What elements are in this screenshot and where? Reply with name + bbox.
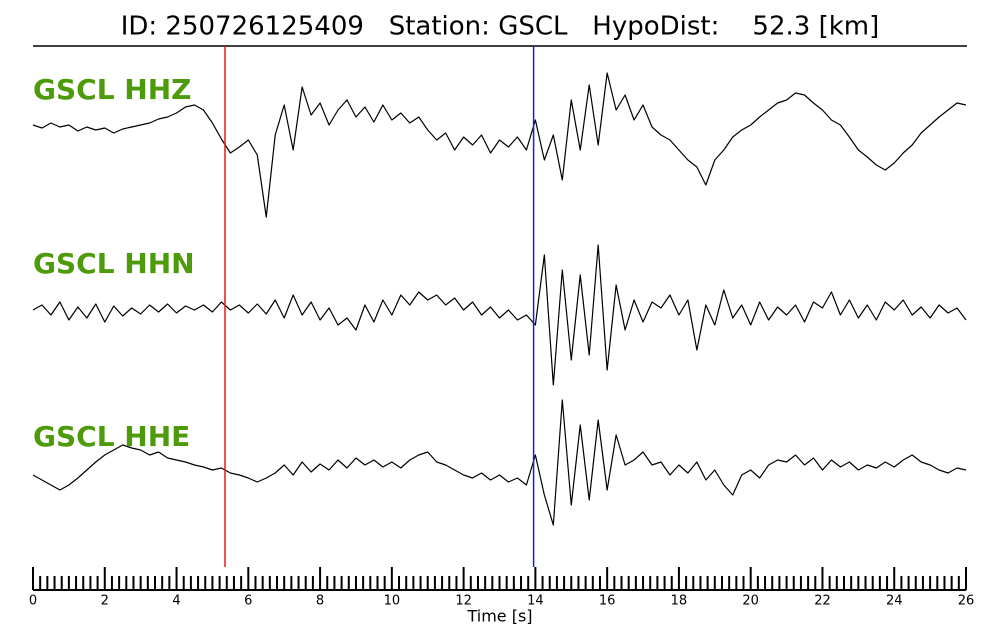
chart-title: ID: 250726125409 Station: GSCL HypoDist:… <box>121 12 880 42</box>
trace-label: GSCL HHE <box>33 420 190 453</box>
x-tick-label: 10 <box>384 594 401 609</box>
x-tick-label: 12 <box>455 594 472 609</box>
trace-label: GSCL HHN <box>33 247 195 280</box>
trace <box>32 244 967 386</box>
trace <box>32 72 967 218</box>
x-tick-label: 16 <box>599 594 616 609</box>
x-tick-label: 24 <box>886 594 903 609</box>
x-tick-label: 8 <box>316 594 324 609</box>
x-tick-label: 6 <box>244 594 252 609</box>
trace-label: GSCL HHZ <box>33 73 191 106</box>
x-tick-label: 18 <box>671 594 688 609</box>
x-tick-label: 0 <box>29 594 37 609</box>
x-axis-label: Time [s] <box>466 607 532 626</box>
x-tick-label: 14 <box>527 594 544 609</box>
x-tick-label: 2 <box>101 594 109 609</box>
x-tick-label: 26 <box>958 594 975 609</box>
x-tick-label: 22 <box>814 594 831 609</box>
x-tick-label: 20 <box>742 594 759 609</box>
x-tick-label: 4 <box>172 594 180 609</box>
trace <box>32 399 967 526</box>
